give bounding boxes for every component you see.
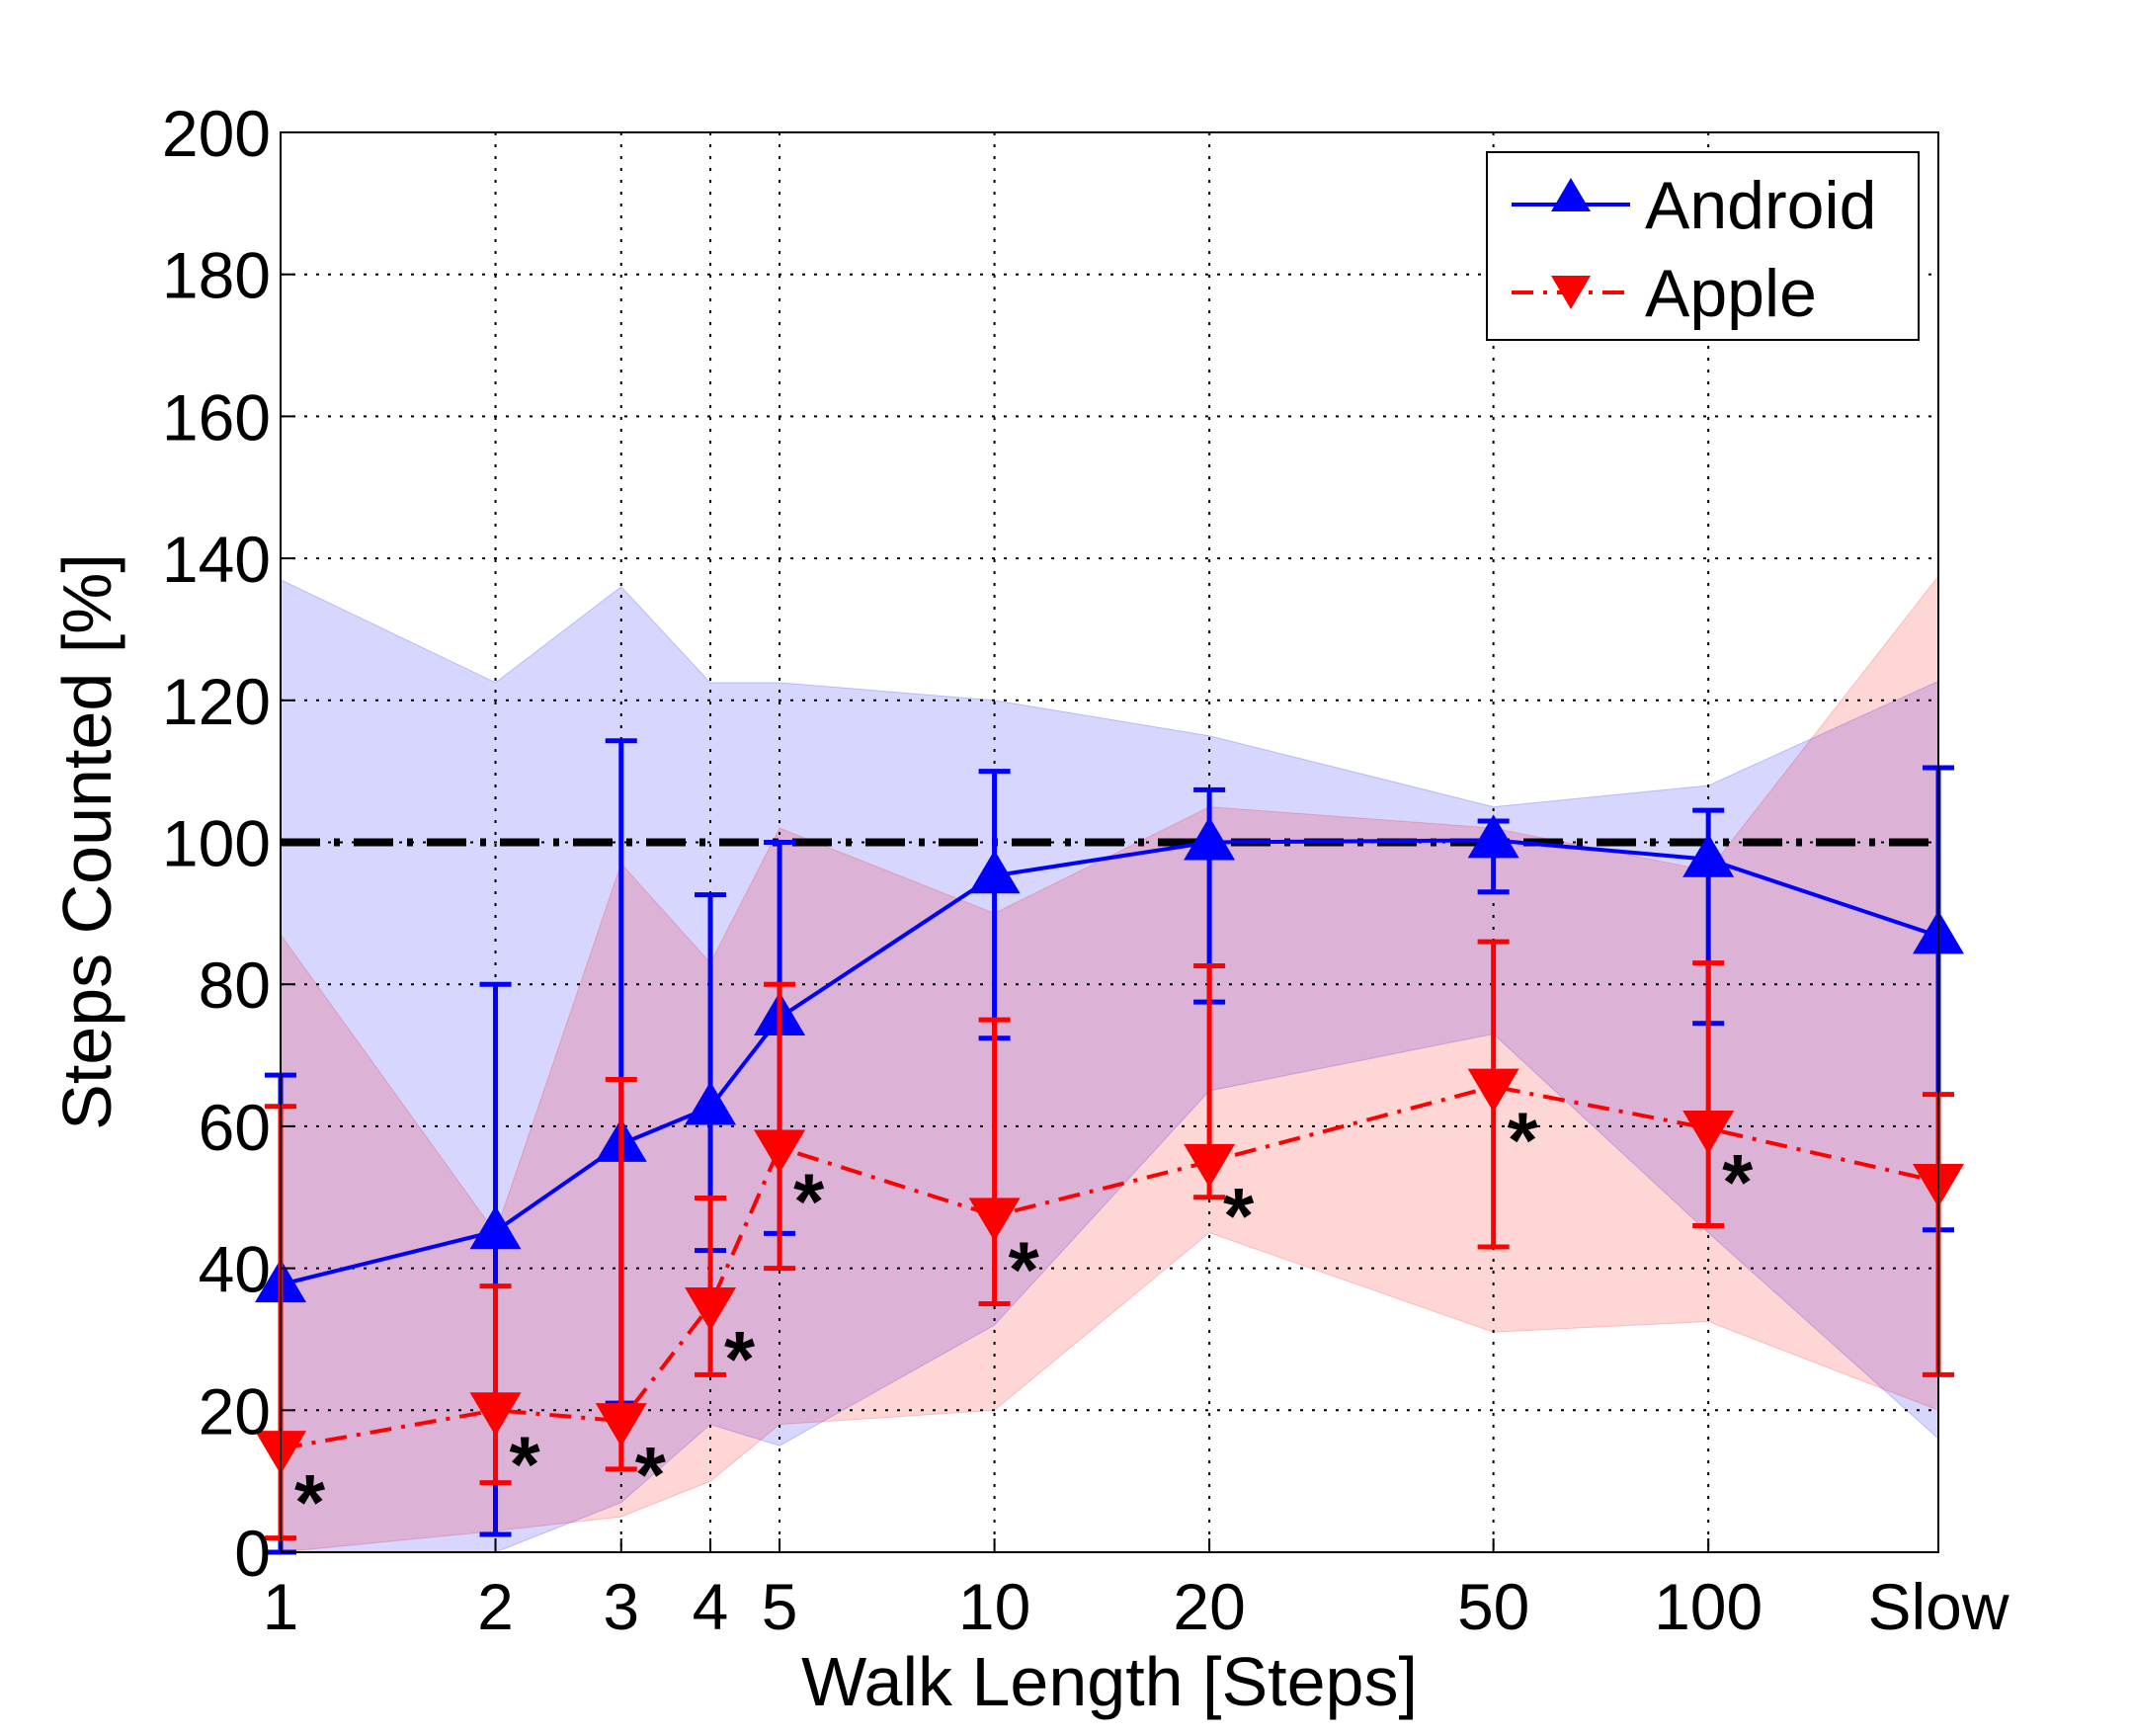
y-tick-label: 120 bbox=[162, 665, 271, 738]
data-point-android bbox=[469, 1205, 522, 1250]
data-point-apple bbox=[1184, 1143, 1236, 1188]
x-tick-label: 3 bbox=[603, 1570, 639, 1643]
series-layer: * * * * * * * * * bbox=[255, 738, 1964, 1555]
data-point-apple bbox=[1467, 1068, 1519, 1113]
y-tick-label: 0 bbox=[234, 1517, 271, 1590]
line-apple bbox=[280, 1084, 1939, 1451]
x-axis-ticks: 1 2 3 4 5 10 20 50 100 Slow bbox=[263, 1538, 2009, 1643]
x-tick-label: 5 bbox=[762, 1570, 798, 1643]
legend-apple-label: Apple bbox=[1645, 256, 1817, 331]
data-point-android bbox=[1682, 833, 1735, 877]
y-tick-label: 80 bbox=[199, 949, 271, 1022]
significance-asterisk: * bbox=[1722, 1138, 1754, 1226]
y-axis-ticks: 0 20 40 60 80 100 120 140 160 180 200 bbox=[162, 97, 294, 1590]
x-tick-label: 1 bbox=[263, 1570, 299, 1643]
legend: Android Apple bbox=[1486, 151, 1920, 341]
y-axis-label: Steps Counted [%] bbox=[48, 553, 125, 1130]
x-tick-label: Slow bbox=[1867, 1570, 2009, 1643]
legend-android-triangle-up-icon bbox=[1551, 178, 1591, 211]
x-tick-label: 100 bbox=[1654, 1570, 1763, 1643]
y-tick-label: 100 bbox=[162, 807, 271, 880]
y-tick-label: 140 bbox=[162, 523, 271, 596]
x-tick-label: 50 bbox=[1457, 1570, 1529, 1643]
data-point-apple bbox=[968, 1198, 1021, 1242]
data-point-apple bbox=[469, 1392, 522, 1437]
y-tick-label: 160 bbox=[162, 380, 271, 454]
data-point-android bbox=[968, 850, 1021, 894]
y-tick-label: 60 bbox=[199, 1091, 271, 1164]
data-point-apple bbox=[595, 1403, 647, 1447]
x-tick-label: 10 bbox=[958, 1570, 1030, 1643]
x-tick-label: 20 bbox=[1173, 1570, 1245, 1643]
legend-box bbox=[1486, 151, 1920, 341]
y-tick-label: 200 bbox=[162, 97, 271, 170]
x-tick-label: 2 bbox=[477, 1570, 514, 1643]
legend-android-label: Android bbox=[1645, 168, 1876, 243]
y-tick-label: 20 bbox=[199, 1374, 271, 1447]
data-point-android bbox=[1184, 816, 1236, 861]
significance-asterisk: * bbox=[1508, 1097, 1539, 1185]
y-tick-label: 180 bbox=[162, 239, 271, 312]
legend-apple-triangle-down-icon bbox=[1551, 276, 1591, 309]
data-point-apple bbox=[754, 1129, 806, 1174]
significance-asterisk: * bbox=[724, 1315, 756, 1403]
significance-asterisk: * bbox=[793, 1157, 825, 1245]
data-point-apple bbox=[1682, 1111, 1735, 1155]
data-point-android bbox=[685, 1081, 737, 1125]
x-tick-label: 4 bbox=[693, 1570, 729, 1643]
significance-asterisk: * bbox=[635, 1431, 667, 1519]
significance-asterisk: * bbox=[294, 1458, 326, 1546]
significance-asterisk: * bbox=[1009, 1225, 1040, 1313]
data-point-android bbox=[1467, 814, 1519, 859]
significance-asterisk: * bbox=[1223, 1172, 1255, 1260]
y-tick-label: 40 bbox=[199, 1233, 271, 1306]
data-point-apple bbox=[685, 1286, 737, 1331]
variance-bands bbox=[280, 574, 1939, 1553]
series-apple: * * * * * * * * * bbox=[255, 939, 1964, 1546]
x-axis-label: Walk Length [Steps] bbox=[801, 1643, 1418, 1720]
line-android bbox=[280, 838, 1939, 1287]
significance-asterisk: * bbox=[510, 1420, 541, 1508]
